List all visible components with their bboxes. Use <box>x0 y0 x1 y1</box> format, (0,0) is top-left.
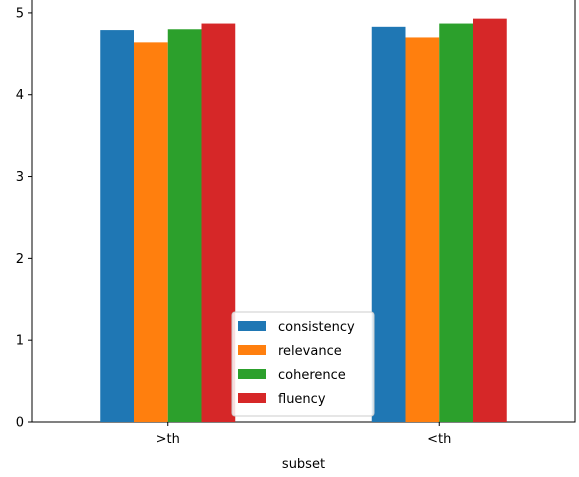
legend-label-consistency: consistency <box>278 320 355 335</box>
plot-area <box>31 0 576 423</box>
y-tick-label-1: 1 <box>16 334 24 349</box>
y-tick-label-0: 0 <box>16 416 24 431</box>
bar-coherence-1 <box>439 23 473 423</box>
x-tick-label-1: <th <box>427 432 451 447</box>
legend-box <box>231 311 375 417</box>
bar-relevance-1 <box>405 37 440 422</box>
y-tick-label-3: 3 <box>16 170 24 185</box>
plot-frame <box>31 0 576 423</box>
legend-label-coherence: coherence <box>278 368 346 383</box>
bar-consistency-0 <box>100 30 134 423</box>
legend: consistency relevance coherence fluency <box>231 311 375 417</box>
y-axis: 0 1 2 3 4 5 <box>16 6 32 431</box>
legend-swatch-coherence <box>238 369 266 379</box>
legend-swatch-relevance <box>238 345 266 355</box>
y-tick-label-5: 5 <box>16 6 24 21</box>
legend-label-relevance: relevance <box>278 344 342 359</box>
x-axis: >th <th <box>156 422 451 447</box>
legend-swatch-consistency <box>238 321 266 331</box>
x-axis-label: subset <box>282 457 325 472</box>
x-tick-label-0: >th <box>156 432 180 447</box>
bar-fluency-0 <box>201 23 236 423</box>
bar-fluency-1 <box>473 18 507 422</box>
bars <box>100 18 507 423</box>
bar-coherence-0 <box>167 29 202 423</box>
bar-relevance-0 <box>134 42 168 423</box>
y-tick-label-4: 4 <box>16 88 24 103</box>
legend-label-fluency: fluency <box>278 392 326 407</box>
bar-consistency-1 <box>371 26 406 422</box>
y-tick-label-2: 2 <box>16 252 24 267</box>
legend-swatch-fluency <box>238 393 266 403</box>
